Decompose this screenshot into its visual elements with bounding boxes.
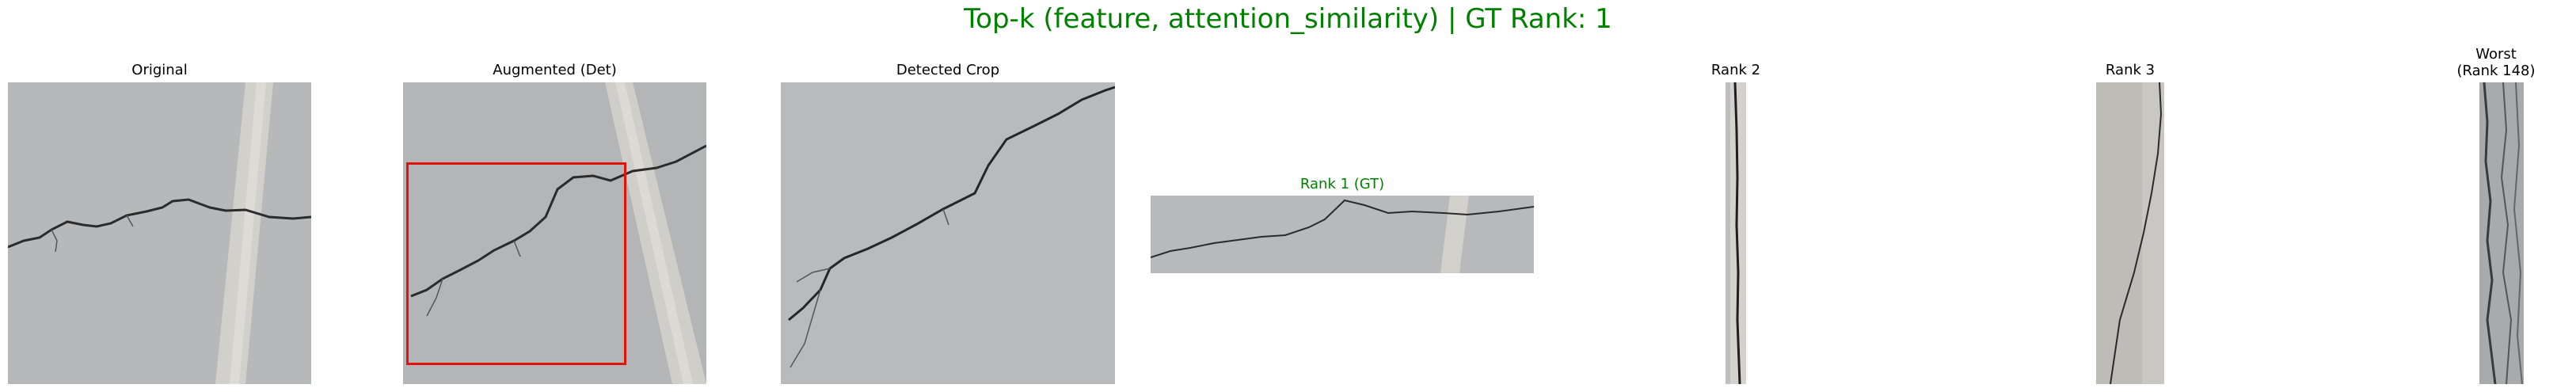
panel-crop: Detected Crop xyxy=(781,62,1115,386)
panel-title-rank-1: Rank 1 (GT) xyxy=(1151,176,1534,192)
panel-title-worst: Worst (Rank 148) xyxy=(2441,46,2551,79)
panel-augmented: Augmented (Det) xyxy=(403,62,706,386)
worst-image xyxy=(2479,82,2524,384)
panel-title-crop: Detected Crop xyxy=(781,62,1115,78)
panel-title-augmented: Augmented (Det) xyxy=(403,62,706,78)
augmented-image xyxy=(403,82,706,384)
panel-title-original: Original xyxy=(8,62,311,78)
original-image xyxy=(8,82,311,384)
panel-title-rank-2: Rank 2 xyxy=(1688,62,1783,78)
panel-title-rank-3: Rank 3 xyxy=(2067,62,2194,78)
rank-1-image xyxy=(1151,196,1534,273)
panel-original: Original xyxy=(8,62,311,386)
panel-title-worst-line2: (Rank 148) xyxy=(2441,63,2551,79)
rank-3-image xyxy=(2096,82,2164,384)
rank-2-image xyxy=(1726,82,1746,384)
crop-image xyxy=(781,82,1115,384)
panel-rank-3: Rank 3 xyxy=(2067,62,2194,386)
figure-title: Top-k (feature, attention_similarity) | … xyxy=(0,3,2576,35)
panel-rank-2: Rank 2 xyxy=(1688,62,1783,386)
detection-box xyxy=(406,162,626,365)
panel-rank-1: Rank 1 (GT) xyxy=(1151,176,1534,276)
panel-title-worst-line1: Worst xyxy=(2441,46,2551,63)
panel-worst: Worst (Rank 148) xyxy=(2441,46,2551,386)
